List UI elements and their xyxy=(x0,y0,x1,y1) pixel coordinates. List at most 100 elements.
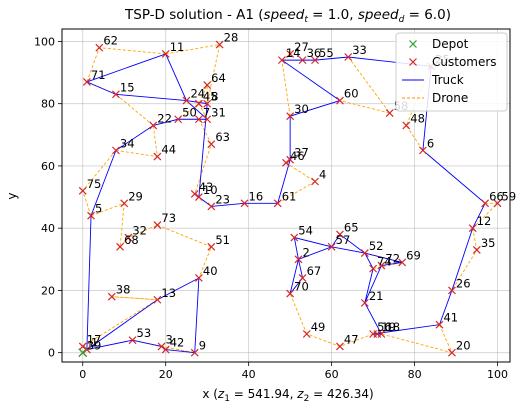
customer-marker xyxy=(128,336,137,345)
customer-marker xyxy=(336,96,344,105)
x-tick-label: 20 xyxy=(159,368,173,381)
customer-label: 56 xyxy=(377,320,392,334)
customer-label: 17 xyxy=(87,332,102,346)
customer-marker-stroke-b xyxy=(190,348,199,357)
customer-label: 19 xyxy=(381,320,396,334)
customer-marker-stroke-b xyxy=(194,193,203,201)
label-layer: 1234567891011121314151617181920212223242… xyxy=(87,31,516,353)
customer-marker xyxy=(493,199,502,208)
customer-marker-stroke-b xyxy=(240,199,249,208)
customer-label: 68 xyxy=(124,233,139,247)
customer-label: 40 xyxy=(203,264,218,278)
y-tick-label: 80 xyxy=(41,98,55,111)
customer-marker xyxy=(82,77,91,86)
customer-marker-stroke-b xyxy=(207,202,216,211)
y-tick-label: 0 xyxy=(48,347,55,360)
customer-label: 64 xyxy=(211,71,226,85)
customer-label: 42 xyxy=(170,336,185,350)
y-tick-label: 20 xyxy=(41,284,55,297)
customer-marker-stroke-b xyxy=(472,246,481,254)
customer-label: 72 xyxy=(385,252,400,266)
customer-marker-stroke-b xyxy=(286,155,295,164)
customer-marker xyxy=(481,199,490,208)
customer-marker xyxy=(78,342,87,351)
customer-marker-stroke-b xyxy=(194,274,203,282)
customer-marker xyxy=(277,56,286,65)
customer-marker xyxy=(418,146,427,155)
customer-label: 11 xyxy=(170,40,185,54)
customer-label: 61 xyxy=(282,189,297,203)
customer-label: 10 xyxy=(203,183,218,197)
customer-marker xyxy=(360,249,369,257)
customer-marker-stroke-b xyxy=(157,342,166,351)
customer-marker xyxy=(435,320,444,329)
customer-label: 73 xyxy=(161,211,176,225)
plot-frame xyxy=(61,28,511,363)
customer-marker xyxy=(182,96,191,105)
customer-marker-stroke-b xyxy=(107,292,116,301)
customer-marker xyxy=(207,202,216,211)
customer-marker xyxy=(377,261,386,270)
customer-marker xyxy=(207,140,216,149)
customer-label: 65 xyxy=(344,220,359,234)
customer-marker xyxy=(311,177,319,186)
customer-marker-stroke-b xyxy=(385,109,394,117)
customer-marker-stroke-b xyxy=(194,115,203,124)
customer-label: 18 xyxy=(385,320,400,334)
customer-marker-stroke-b xyxy=(418,146,427,155)
customer-label: 12 xyxy=(477,214,492,228)
customer-marker-stroke-b xyxy=(161,49,170,58)
customer-marker-stroke-b xyxy=(153,152,162,161)
chart-title: TSP-D solution - A1 (speedt = 1.0, speed… xyxy=(124,7,451,25)
customer-marker-stroke-b xyxy=(344,53,353,61)
customer-label: 24 xyxy=(190,87,205,101)
customer-label: 33 xyxy=(352,43,367,57)
y-tick-label: 40 xyxy=(41,222,55,235)
customer-marker-stroke-b xyxy=(82,77,91,86)
customer-marker xyxy=(112,90,120,99)
customer-marker xyxy=(282,158,290,167)
customer-marker xyxy=(207,242,216,251)
legend: Depot Customers Truck Drone xyxy=(395,32,508,112)
customer-marker xyxy=(402,121,411,130)
customer-marker xyxy=(203,99,212,108)
customer-marker xyxy=(336,342,344,351)
customer-marker-stroke-b xyxy=(194,99,203,108)
customer-marker-stroke-b xyxy=(377,261,386,270)
customer-marker-stroke-b xyxy=(327,242,336,251)
customer-label: 30 xyxy=(294,102,309,116)
customer-marker-stroke-b xyxy=(369,264,378,273)
customer-marker xyxy=(360,298,369,307)
x-tick-label: 40 xyxy=(242,368,256,381)
legend-marker xyxy=(409,58,417,66)
customer-marker-stroke-b xyxy=(95,43,104,52)
legend-label: Truck xyxy=(431,73,464,87)
customer-marker-stroke-b xyxy=(203,115,212,124)
customer-marker xyxy=(174,115,183,124)
customer-label: 63 xyxy=(215,130,230,144)
customer-marker-stroke-b xyxy=(286,112,295,121)
customer-label: 32 xyxy=(132,224,147,238)
customer-marker-stroke-b xyxy=(112,146,120,155)
depot-marker-stroke-b xyxy=(78,348,88,358)
customer-marker-stroke-b xyxy=(116,242,124,251)
legend-label: Customers xyxy=(432,55,497,69)
customer-marker-stroke-b xyxy=(481,199,490,208)
customer-marker-stroke-b xyxy=(448,286,456,295)
customer-marker-stroke-b xyxy=(78,186,87,195)
customer-marker-stroke-b xyxy=(360,249,369,257)
customer-label: 55 xyxy=(319,46,334,60)
customer-marker xyxy=(290,233,299,242)
customer-label: 49 xyxy=(311,320,326,334)
y-tick-label: 100 xyxy=(34,35,55,48)
customer-label: 28 xyxy=(224,31,239,45)
customer-marker-stroke-b xyxy=(448,348,456,357)
customer-marker xyxy=(286,289,295,298)
truck-layer xyxy=(82,53,486,354)
customer-label: 39 xyxy=(87,339,102,353)
x-tick-label: 80 xyxy=(408,368,422,381)
customer-marker-stroke-b xyxy=(302,330,311,338)
customer-label: 7 xyxy=(203,105,210,119)
customer-marker xyxy=(153,295,162,304)
